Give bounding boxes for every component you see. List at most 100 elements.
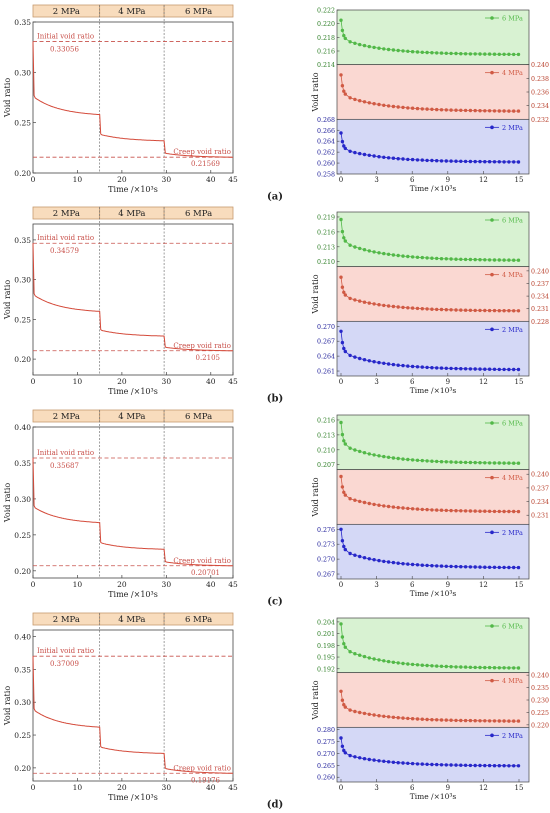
left-chart: 2 MPa 4 MPa 6 MPa 0.20 0.25 0.30 0.35 0.40 0 10 20… <box>3 409 238 599</box>
data-point <box>353 498 357 502</box>
data-point <box>367 757 371 762</box>
data-point <box>507 764 511 768</box>
data-point <box>386 760 391 764</box>
data-point <box>396 716 400 720</box>
data-point <box>444 718 448 722</box>
subplot-background <box>336 266 530 322</box>
x-axis-label: Time /×10³s <box>410 386 457 395</box>
data-point <box>348 296 352 301</box>
data-point <box>367 359 371 363</box>
data-point <box>502 666 506 670</box>
data-point <box>382 659 386 663</box>
data-point <box>444 159 448 163</box>
data-point <box>444 257 448 261</box>
data-point <box>449 257 453 261</box>
legend-marker <box>490 624 494 628</box>
data-point <box>386 659 391 664</box>
stage-label: 4 MPa <box>118 412 145 422</box>
data-point <box>492 509 497 514</box>
y-tick-label: 0.230 <box>531 698 549 705</box>
data-point <box>348 753 352 758</box>
initial-void-ratio-value: 0.35687 <box>50 462 79 470</box>
data-point <box>415 106 420 111</box>
data-point <box>435 256 439 261</box>
data-point <box>507 565 511 570</box>
legend-marker <box>490 733 494 738</box>
data-point <box>512 719 516 723</box>
data-point <box>382 361 386 365</box>
y-tick-label: 0.216 <box>317 417 335 424</box>
data-point <box>507 52 511 56</box>
y-tick-label: 0.218 <box>317 35 335 42</box>
x-tick-label: 9 <box>446 176 450 184</box>
data-point <box>459 665 463 669</box>
data-point <box>343 547 347 552</box>
data-point <box>396 253 400 258</box>
stage-label: 6 MPa <box>185 412 212 422</box>
data-point <box>430 459 434 463</box>
data-point <box>435 107 439 112</box>
data-point <box>449 718 453 722</box>
y-tick-label: 0.231 <box>531 513 549 520</box>
y-tick-label: 0.210 <box>317 259 335 266</box>
stage-header-box <box>163 4 234 18</box>
data-point <box>483 665 487 670</box>
stage-label: 2 MPa <box>53 412 80 422</box>
data-point <box>340 139 345 144</box>
x-tick-label: 15 <box>515 378 524 386</box>
data-point <box>468 565 473 569</box>
series-line <box>340 277 519 312</box>
data-point <box>430 107 434 112</box>
data-point <box>463 308 468 312</box>
data-point <box>473 509 477 513</box>
y-tick-label: 0.25 <box>14 531 31 540</box>
subplot-background <box>336 523 530 580</box>
x-tick-label: 45 <box>228 783 238 792</box>
y-tick-label: 0.266 <box>317 128 335 135</box>
data-point <box>382 559 386 564</box>
data-point <box>468 108 473 113</box>
y-tick-label: 0.273 <box>317 542 335 549</box>
legend-marker <box>490 678 494 683</box>
data-point <box>410 106 415 110</box>
data-point <box>463 52 468 56</box>
x-tick-label: 0 <box>339 784 343 792</box>
data-point <box>401 254 405 258</box>
data-point <box>439 460 444 464</box>
data-point <box>406 506 410 511</box>
data-point <box>410 255 415 259</box>
stage-label: 4 MPa <box>118 7 145 17</box>
data-point <box>502 309 506 313</box>
x-tick-label: 30 <box>162 783 172 792</box>
data-point <box>512 160 516 164</box>
data-point <box>342 89 346 93</box>
data-point <box>483 763 487 768</box>
data-point <box>396 456 400 461</box>
data-point <box>516 160 521 164</box>
data-point <box>377 658 381 662</box>
data-point <box>487 665 492 670</box>
creep-void-ratio-label: Creep void ratio <box>173 764 231 772</box>
data-point <box>342 544 346 549</box>
x-tick-label: 40 <box>206 377 216 386</box>
data-point <box>358 499 362 504</box>
x-tick-label: 10 <box>73 580 83 589</box>
y-tick-label: 0.240 <box>531 268 549 275</box>
series-line <box>340 422 519 464</box>
data-point <box>459 52 463 56</box>
y-tick-label: 0.276 <box>317 527 335 534</box>
data-point <box>372 558 376 562</box>
data-point <box>391 253 396 257</box>
data-point <box>454 665 458 669</box>
x-tick-label: 3 <box>374 784 378 792</box>
legend-marker <box>490 125 494 130</box>
data-point <box>372 502 376 507</box>
stage-label: 6 MPa <box>185 615 212 625</box>
y-tick-label: 0.260 <box>317 775 335 782</box>
legend-label: 2 MPa <box>502 124 523 132</box>
data-point <box>420 158 424 162</box>
data-point <box>353 245 357 249</box>
data-point <box>367 101 371 105</box>
creep-void-ratio-value: 0.2105 <box>196 354 221 362</box>
y-tick-label: 0.264 <box>317 354 335 361</box>
